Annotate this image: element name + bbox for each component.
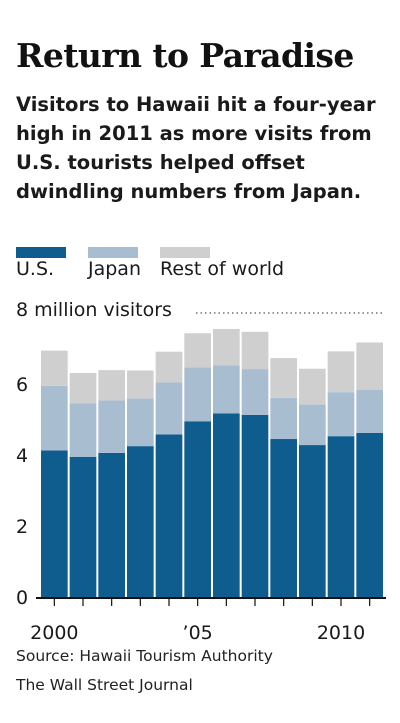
bar-japan-2001 xyxy=(69,403,97,457)
bar-u-s-2010 xyxy=(327,436,355,597)
chart-subtitle: Visitors to Hawaii hit a four-year high … xyxy=(16,93,376,203)
bar-u-s-2005 xyxy=(184,421,211,597)
y-axis-label: 8 million visitors xyxy=(16,299,172,321)
x-tick-label: 2010 xyxy=(317,622,365,644)
chart-title: Return to Paradise xyxy=(16,36,354,75)
bar-rest-of-world-2000 xyxy=(41,350,68,386)
bar-u-s-2002 xyxy=(98,452,125,597)
bar-rest-of-world-2009 xyxy=(299,368,326,405)
publisher-credit: The Wall Street Journal xyxy=(16,676,193,694)
bar-rest-of-world-2010 xyxy=(327,351,355,393)
y-tick-label: 4 xyxy=(16,445,28,467)
bar-rest-of-world-2006 xyxy=(213,328,240,366)
bar-u-s-2009 xyxy=(299,445,326,597)
bar-japan-2004 xyxy=(155,382,183,435)
bar-rest-of-world-2011 xyxy=(356,342,383,390)
bar-japan-2009 xyxy=(299,404,326,446)
legend-label-us: U.S. xyxy=(16,258,55,280)
bar-u-s-2001 xyxy=(69,456,97,597)
bar-rest-of-world-2008 xyxy=(270,358,297,398)
bar-rest-of-world-2005 xyxy=(184,333,211,368)
legend-label-rest-of-world: Rest of world xyxy=(160,258,285,280)
x-tick-label: ’05 xyxy=(183,622,213,644)
bar-rest-of-world-2002 xyxy=(98,370,125,401)
legend-swatch-rest-of-world xyxy=(160,247,210,258)
bar-japan-2005 xyxy=(184,367,211,422)
bar-u-s-2006 xyxy=(213,413,240,597)
bar-u-s-2007 xyxy=(241,414,269,597)
legend-swatch-us xyxy=(16,247,66,258)
bar-rest-of-world-2007 xyxy=(241,331,269,370)
y-tick-label: 0 xyxy=(16,587,28,609)
bar-rest-of-world-2004 xyxy=(155,351,183,383)
bar-japan-2011 xyxy=(356,389,383,433)
bar-u-s-2000 xyxy=(41,450,68,597)
bar-u-s-2008 xyxy=(270,439,297,597)
bar-japan-2000 xyxy=(41,385,68,451)
bar-u-s-2011 xyxy=(356,432,383,597)
bar-japan-2008 xyxy=(270,397,297,440)
bar-japan-2007 xyxy=(241,369,269,415)
bar-rest-of-world-2003 xyxy=(127,370,154,399)
bar-japan-2006 xyxy=(213,365,240,414)
source-note: Source: Hawaii Tourism Authority xyxy=(16,647,273,665)
y-tick-label: 2 xyxy=(16,516,28,538)
bar-u-s-2004 xyxy=(155,434,183,597)
bar-u-s-2003 xyxy=(127,446,154,598)
x-tick-label: 2000 xyxy=(30,622,78,644)
bar-japan-2010 xyxy=(327,392,355,437)
bar-rest-of-world-2001 xyxy=(69,373,97,404)
bar-japan-2002 xyxy=(98,400,125,453)
legend-swatch-japan xyxy=(88,247,138,258)
legend-label-japan: Japan xyxy=(88,258,141,280)
y-tick-label: 6 xyxy=(16,374,28,396)
bar-japan-2003 xyxy=(127,398,154,447)
